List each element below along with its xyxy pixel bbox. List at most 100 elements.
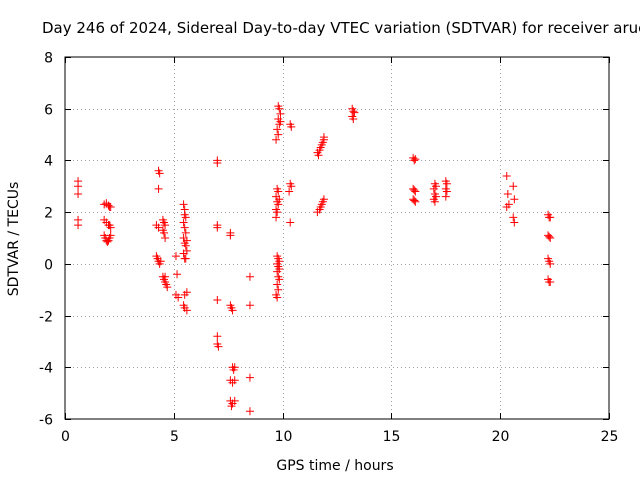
- data-point: [273, 125, 282, 134]
- data-point: [272, 135, 281, 144]
- data-point: [410, 196, 419, 205]
- data-point: [276, 109, 285, 118]
- y-tick-label: 4: [44, 154, 53, 170]
- data-point: [275, 275, 284, 284]
- data-point: [181, 213, 190, 222]
- data-point: [502, 202, 511, 211]
- data-point: [285, 187, 294, 196]
- chart-title: Day 246 of 2024, Sidereal Day-to-day VTE…: [42, 19, 640, 37]
- data-point: [546, 259, 555, 268]
- data-point: [441, 192, 450, 201]
- data-point: [273, 280, 282, 289]
- data-point: [442, 187, 451, 196]
- data-point: [155, 169, 164, 178]
- data-points: [74, 102, 555, 416]
- plot-frame: [64, 56, 610, 420]
- data-point: [214, 342, 223, 351]
- y-tick-labels: -6 -4 -2 0 2 4 6 8: [39, 51, 53, 429]
- data-point: [156, 257, 165, 266]
- data-point: [429, 184, 438, 193]
- data-point: [179, 249, 188, 258]
- data-point: [275, 104, 284, 113]
- data-point: [74, 221, 83, 230]
- data-point: [411, 155, 420, 164]
- x-tick-labels: 0 5 10 15 20 25: [61, 429, 618, 445]
- data-point: [510, 218, 519, 227]
- y-tick-label: 6: [44, 103, 53, 119]
- data-point: [546, 213, 555, 222]
- x-tick-label: 10: [275, 429, 293, 445]
- data-point: [227, 402, 236, 411]
- data-point: [546, 277, 555, 286]
- y-tick-label: 2: [44, 206, 53, 222]
- data-point: [442, 179, 451, 188]
- data-point: [245, 373, 254, 382]
- data-point: [230, 396, 239, 405]
- data-point: [230, 376, 239, 385]
- data-point: [273, 293, 282, 302]
- data-point: [180, 223, 189, 232]
- data-point: [160, 228, 169, 237]
- data-point: [509, 182, 518, 191]
- data-point: [74, 190, 83, 199]
- data-point: [286, 218, 295, 227]
- data-point: [154, 184, 163, 193]
- data-point: [226, 231, 235, 240]
- y-tick-label: -4: [39, 361, 53, 377]
- y-tick-label: 8: [44, 51, 53, 67]
- y-tick-label: 0: [44, 258, 53, 274]
- data-point: [161, 234, 170, 242]
- data-point: [510, 195, 519, 204]
- data-point: [213, 159, 222, 168]
- data-point: [154, 223, 163, 232]
- data-point: [74, 182, 83, 191]
- data-point: [287, 182, 296, 191]
- x-axis-label: GPS time / hours: [276, 458, 393, 474]
- data-point: [213, 223, 222, 232]
- data-point: [229, 365, 238, 374]
- data-point: [181, 241, 190, 250]
- y-tick-label: -2: [39, 310, 53, 326]
- data-point: [274, 285, 283, 294]
- data-point: [228, 306, 237, 315]
- data-point: [161, 221, 170, 230]
- data-point: [349, 107, 358, 116]
- data-point: [410, 156, 419, 165]
- data-point: [411, 197, 420, 206]
- data-point: [181, 254, 190, 263]
- data-point: [182, 288, 191, 297]
- grid-lines: [65, 57, 609, 419]
- y-tick-label: -6: [39, 413, 53, 429]
- data-point: [273, 208, 282, 217]
- data-point: [545, 232, 554, 241]
- data-point: [161, 272, 170, 281]
- data-point: [319, 133, 328, 142]
- data-point: [274, 200, 283, 209]
- data-point: [106, 231, 115, 240]
- data-point: [276, 117, 285, 126]
- data-point: [213, 296, 222, 305]
- data-point: [273, 267, 282, 276]
- data-point: [182, 236, 191, 245]
- data-point: [314, 151, 323, 160]
- data-point: [174, 293, 183, 302]
- data-point: [182, 306, 191, 315]
- data-point: [179, 218, 188, 227]
- data-point: [502, 171, 511, 180]
- data-point: [245, 272, 254, 281]
- data-point: [272, 213, 281, 222]
- data-point: [173, 270, 182, 279]
- x-tick-label: 15: [383, 429, 401, 445]
- data-point: [411, 187, 420, 196]
- data-point: [245, 301, 254, 310]
- data-point: [106, 223, 115, 232]
- x-tick-label: 5: [170, 429, 179, 445]
- data-point: [274, 187, 283, 196]
- data-point: [106, 202, 115, 211]
- data-point: [546, 234, 555, 242]
- data-point: [274, 130, 283, 139]
- data-point: [213, 332, 222, 341]
- data-point: [319, 195, 328, 204]
- data-point: [287, 122, 296, 131]
